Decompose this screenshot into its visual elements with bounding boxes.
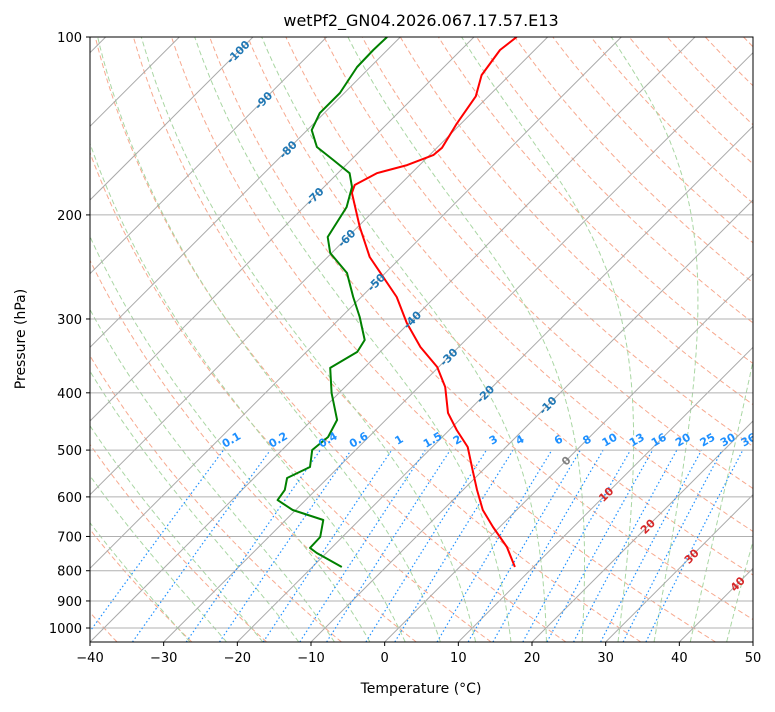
dry-adiabat-line: [362, 37, 775, 642]
dry-adiabat-line: [705, 37, 775, 642]
mixing-ratio-line: [601, 451, 702, 642]
y-tick-label: 500: [57, 444, 82, 459]
mixing-ratio-label: 25: [698, 431, 718, 450]
mixing-ratio-line: [220, 451, 351, 642]
mixing-ratio-label: 36: [739, 430, 759, 449]
y-tick-label: 100: [57, 31, 82, 46]
mixing-ratio-label: 0.2: [266, 430, 289, 451]
x-tick-label: 40: [671, 651, 688, 666]
moist-adiabat-line: [141, 37, 475, 642]
x-tick-label: −40: [76, 651, 103, 666]
mixing-ratio-line: [468, 451, 580, 642]
isotherm-line: [385, 37, 775, 642]
mixing-ratio-label: 3: [487, 433, 500, 448]
moist-adiabat-line: [0, 37, 227, 642]
x-tick-label: 10: [450, 651, 467, 666]
dry-adiabat-line: [172, 37, 716, 642]
dry-adiabat-line: [0, 37, 342, 642]
y-tick-label: 200: [57, 209, 82, 224]
mixing-ratio-label: 0.6: [347, 429, 371, 450]
dry-adiabat-line: [19, 37, 416, 642]
dry-adiabat-line: [591, 37, 775, 642]
isotherm-line: [753, 37, 775, 642]
y-axis-label: Pressure (hPa): [13, 289, 29, 389]
dry-adiabat-line: [744, 37, 775, 642]
background-lines: [0, 37, 775, 642]
mixing-ratio-label: 13: [627, 431, 647, 450]
y-tick-label: 1000: [49, 622, 82, 637]
x-tick-label: 50: [745, 651, 762, 666]
mixing-ratio-line: [133, 451, 270, 642]
x-tick-label: 20: [524, 651, 541, 666]
x-tick-label: −10: [297, 651, 324, 666]
y-tick-label: 300: [57, 313, 82, 328]
isotherm-line: [532, 37, 775, 642]
isotherm-label: -90: [252, 89, 275, 112]
x-axis-label: Temperature (°C): [360, 681, 482, 697]
moist-adiabat-line: [690, 37, 775, 642]
y-tick-label: 600: [57, 491, 82, 506]
dry-adiabat-line: [57, 37, 491, 642]
temperature-profile-line: [352, 37, 517, 567]
isotherm-label: -70: [303, 185, 326, 208]
chart-title: wetPf2_GN04.2026.067.17.57.E13: [283, 11, 558, 31]
moist-adiabat-line: [61, 37, 405, 642]
mixing-ratio-line: [623, 451, 722, 642]
mixing-ratio-label: 16: [649, 430, 669, 449]
isotherm-line: [0, 37, 253, 642]
dry-adiabat-line: [0, 37, 267, 642]
isotherm-line: [164, 37, 769, 642]
dry-adiabat-line: [133, 37, 640, 642]
moist-adiabat-line: [727, 37, 775, 642]
mixing-ratio-line: [366, 451, 486, 642]
isotherm-line: [0, 37, 474, 642]
dry-adiabat-line: [95, 37, 566, 642]
isotherm-line: [458, 37, 775, 642]
x-tick-label: −30: [150, 651, 177, 666]
isotherm-line: [90, 37, 695, 642]
moist-adiabat-line: [262, 37, 547, 642]
moist-adiabat-line: [2, 37, 335, 642]
profile-lines: [278, 37, 517, 567]
y-tick-label: 800: [57, 565, 82, 580]
y-tick-label: 700: [57, 530, 82, 545]
mixing-ratio-label: 0.4: [316, 429, 340, 450]
mixing-ratio-label: 1.5: [421, 430, 444, 451]
dry-adiabat-line: [515, 37, 775, 642]
mixing-ratio-label: 4: [513, 432, 526, 447]
mixing-ratio-line: [437, 451, 552, 642]
y-tick-label: 400: [57, 387, 82, 402]
mixing-ratio-label: 2: [451, 433, 464, 448]
mixing-ratio-label: 1: [393, 433, 406, 448]
mixing-ratio-line: [327, 451, 450, 642]
moist-adiabat-line: [462, 37, 634, 642]
mixing-ratio-line: [574, 451, 677, 642]
x-tick-label: 0: [381, 651, 389, 666]
moist-adiabat-line: [611, 37, 698, 642]
isotherm-line: [0, 37, 327, 642]
isotherm-line: [0, 37, 400, 642]
isotherm-label: -100: [224, 38, 253, 67]
moist-adiabat-line: [0, 37, 263, 642]
y-tick-label: 900: [57, 595, 82, 610]
dry-adiabat-line: [438, 37, 775, 642]
x-tick-label: 30: [597, 651, 614, 666]
mixing-ratio-label: 6: [552, 432, 565, 447]
x-tick-label: −20: [224, 651, 251, 666]
mixing-ratio-label: 20: [673, 430, 693, 449]
